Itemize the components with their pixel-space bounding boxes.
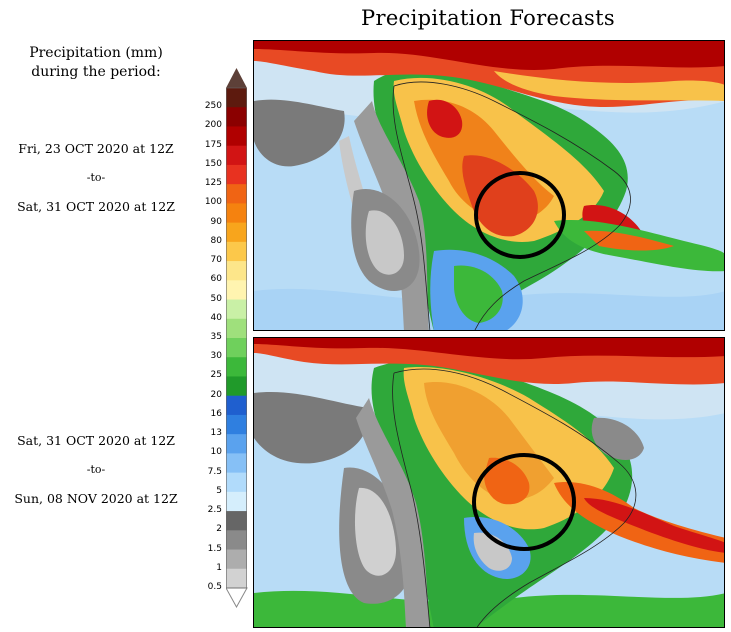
colorbar-segment (226, 434, 247, 454)
legend-heading: Precipitation (mm) during the period: (0, 44, 192, 82)
colorbar-tick-label: 1.5 (207, 543, 222, 554)
chart-title: Precipitation Forecasts (361, 6, 615, 30)
colorbar-tick-label: 25 (210, 370, 222, 381)
colorbar-top-arrow (226, 68, 247, 88)
period-1-to: -to- (86, 171, 106, 184)
highlight-circle-2 (472, 453, 576, 551)
colorbar-segment (226, 453, 247, 474)
colorbar-tick-label: 5 (216, 485, 222, 496)
colorbar-tick-label: 13 (210, 428, 222, 439)
colorbar-tick-label: 90 (210, 216, 222, 227)
colorbar-tick-label: 50 (210, 293, 222, 304)
colorbar-tick-label: 16 (210, 408, 222, 419)
legend-heading-line2: during the period: (31, 64, 161, 80)
forecast-map-panel-1 (253, 40, 725, 331)
highlight-circle-1 (474, 171, 566, 259)
precipitation-colorbar (226, 68, 248, 608)
colorbar-segment (226, 530, 247, 551)
colorbar-segment (226, 107, 247, 127)
colorbar-segment (226, 145, 247, 166)
colorbar-tick-label: 30 (210, 351, 222, 362)
legend-heading-line1: Precipitation (mm) (29, 45, 163, 61)
colorbar-tick-label: 70 (210, 255, 222, 266)
colorbar-segment (226, 88, 247, 108)
colorbar-segment (226, 299, 247, 320)
colorbar-tick-label: 60 (210, 274, 222, 285)
colorbar-tick-label: 20 (210, 389, 222, 400)
colorbar-tick-label: 175 (204, 139, 222, 150)
colorbar-segment (226, 338, 247, 358)
forecast-map-panel-2 (253, 337, 725, 628)
period-1-label: Fri, 23 OCT 2020 at 12Z -to- Sat, 31 OCT… (0, 140, 192, 227)
colorbar-tick-label: 150 (204, 158, 222, 169)
colorbar-segment (226, 357, 247, 377)
colorbar-tick-label: 10 (210, 447, 222, 458)
colorbar-tick-label: 250 (204, 101, 222, 112)
colorbar-tick-label: 40 (210, 312, 222, 323)
period-2-end: Sun, 08 NOV 2020 at 12Z (14, 491, 178, 506)
colorbar-tick-label: 80 (210, 235, 222, 246)
colorbar-tick-label: 2.5 (207, 505, 222, 516)
colorbar-tick-label: 100 (204, 197, 222, 208)
period-2-label: Sat, 31 OCT 2020 at 12Z -to- Sun, 08 NOV… (0, 432, 192, 519)
colorbar-segment (226, 241, 247, 262)
colorbar-segment (226, 164, 247, 185)
colorbar-tick-label: 125 (204, 178, 222, 189)
colorbar-tick-label: 200 (204, 120, 222, 131)
colorbar-segment (226, 184, 247, 204)
colorbar-tick-label: 0.5 (207, 582, 222, 592)
colorbar-segment (226, 280, 247, 301)
period-2-to: -to- (86, 463, 106, 476)
colorbar-segment (226, 511, 247, 531)
colorbar-segment (226, 261, 247, 281)
period-1-start: Fri, 23 OCT 2020 at 12Z (18, 141, 174, 156)
colorbar-segment (226, 222, 247, 243)
colorbar-segment (226, 126, 247, 147)
colorbar-segment (226, 549, 247, 570)
colorbar-segment (226, 376, 247, 397)
colorbar-segment (226, 395, 247, 416)
colorbar-segment (226, 472, 247, 493)
colorbar-tick-label: 2 (216, 524, 222, 535)
colorbar-segment (226, 318, 247, 339)
colorbar-bottom-arrow (226, 587, 248, 608)
period-2-start: Sat, 31 OCT 2020 at 12Z (17, 433, 175, 448)
colorbar-segment (226, 568, 247, 589)
colorbar-tick-label: 1 (216, 562, 222, 573)
colorbar-segment (226, 414, 247, 435)
colorbar-segment (226, 203, 247, 224)
period-1-end: Sat, 31 OCT 2020 at 12Z (17, 199, 175, 214)
colorbar-tick-label: 7.5 (207, 466, 222, 477)
colorbar-segment (226, 491, 247, 512)
colorbar-tick-label: 35 (210, 332, 222, 342)
